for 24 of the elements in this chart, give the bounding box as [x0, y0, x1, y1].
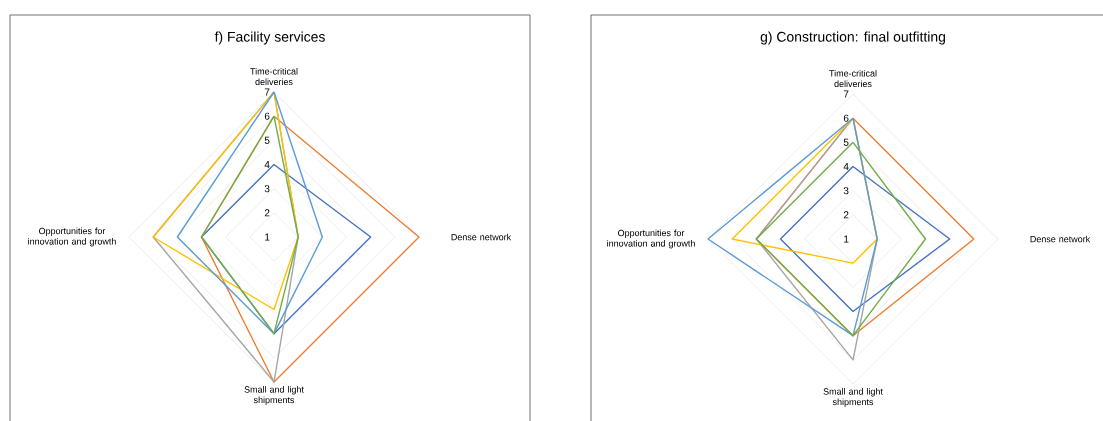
y-tick-label: 4: [843, 163, 849, 170]
spoke-label: Opportunities for innovation and growth: [28, 227, 116, 247]
spoke-label: Time-critical deliveries: [829, 69, 877, 88]
y-tick-label: 6: [843, 114, 849, 122]
spoke-label: Small and light shipments: [244, 386, 304, 405]
y-tick-label: 3: [843, 187, 849, 195]
y-tick-label: 6: [264, 112, 270, 120]
spoke-label: Opportunities for innovation and growth: [607, 229, 695, 249]
y-tick-label: 2: [843, 211, 849, 219]
y-tick-label: 7: [264, 88, 270, 96]
spoke-label: Time-critical deliveries: [250, 67, 298, 86]
spoke-label: Dense network: [451, 233, 512, 241]
y-tick-label: 5: [264, 136, 270, 144]
y-tick-label: 3: [264, 185, 270, 193]
chart-title: g) Construction: final outfitting: [760, 31, 945, 45]
chart-title: f) Facility services: [214, 31, 325, 45]
y-tick-label: 1: [844, 235, 849, 243]
y-tick-label: 4: [264, 161, 270, 168]
y-tick-label: 5: [843, 138, 849, 146]
spoke-label: Small and light shipments: [823, 388, 883, 407]
y-tick-label: 7: [843, 90, 849, 98]
y-tick-label: 1: [265, 233, 270, 241]
spoke-label: Dense network: [1030, 235, 1091, 243]
y-tick-label: 2: [264, 209, 270, 217]
